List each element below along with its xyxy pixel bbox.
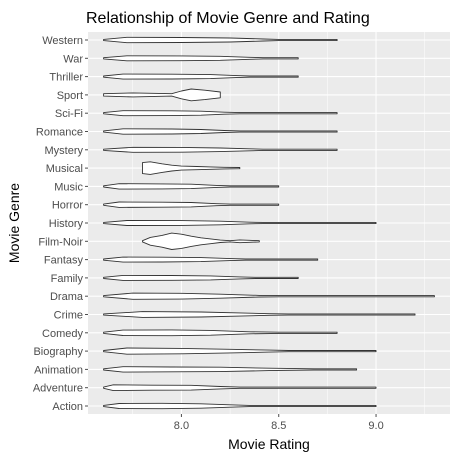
violin-sci-fi (103, 110, 338, 117)
violin-musical (142, 161, 241, 175)
y-axis-title: Movie Genre (6, 183, 22, 263)
violin-music (103, 183, 280, 190)
violin-thriller (103, 73, 299, 80)
violin-biography (103, 347, 377, 355)
y-tick-label-fantasy: Fantasy (44, 255, 84, 267)
y-tick-label-sport: Sport (57, 90, 83, 102)
violin-fantasy (103, 256, 319, 263)
y-tick-label-history: History (49, 218, 84, 230)
y-tick-label-mystery: Mystery (45, 145, 84, 157)
violin-family (103, 274, 299, 281)
chart-title: Relationship of Movie Genre and Rating (86, 10, 370, 27)
x-axis-title: Movie Rating (228, 436, 310, 452)
violin-animation (103, 366, 358, 373)
violin-adventure (103, 384, 377, 392)
y-tick-label-thriller: Thriller (49, 72, 83, 84)
violin-western (103, 36, 338, 44)
y-tick-label-music: Music (54, 181, 83, 193)
violin-film-noir (142, 232, 260, 250)
y-tick-label-comedy: Comedy (42, 328, 83, 340)
violin-history (103, 220, 377, 226)
violin-sport (103, 88, 221, 102)
x-tick-label: 9.0 (368, 420, 383, 432)
y-tick-label-musical: Musical (46, 163, 83, 175)
violin-war (103, 55, 299, 62)
violin-action (103, 402, 377, 410)
y-tick-label-war: War (63, 53, 83, 65)
violin-drama (103, 292, 435, 300)
y-tick-label-family: Family (51, 273, 84, 285)
y-tick-label-sci-fi: Sci-Fi (55, 108, 83, 120)
y-tick-label-romance: Romance (36, 127, 83, 139)
y-tick-label-horror: Horror (52, 200, 84, 212)
y-axis: Action Adventure Animation Biography Comedy C… (33, 35, 88, 413)
x-axis: 8.0 8.5 9.0 (174, 414, 384, 432)
y-tick-label-crime: Crime (54, 310, 83, 322)
y-tick-label-action: Action (52, 401, 83, 413)
y-tick-label-film-noir: Film-Noir (38, 236, 83, 248)
violin-romance (103, 128, 338, 135)
y-tick-label-drama: Drama (50, 291, 84, 303)
y-tick-label-biography: Biography (33, 346, 83, 358)
violin-horror (103, 201, 280, 208)
violin-mystery (103, 146, 338, 153)
violin-crime (103, 311, 416, 318)
y-tick-label-western: Western (42, 35, 83, 47)
y-tick-label-adventure: Adventure (33, 383, 83, 395)
violin-comedy (103, 329, 338, 337)
x-tick-label: 8.5 (271, 420, 286, 432)
violin-group (103, 36, 435, 410)
x-tick-label: 8.0 (174, 420, 189, 432)
y-tick-label-animation: Animation (34, 364, 83, 376)
